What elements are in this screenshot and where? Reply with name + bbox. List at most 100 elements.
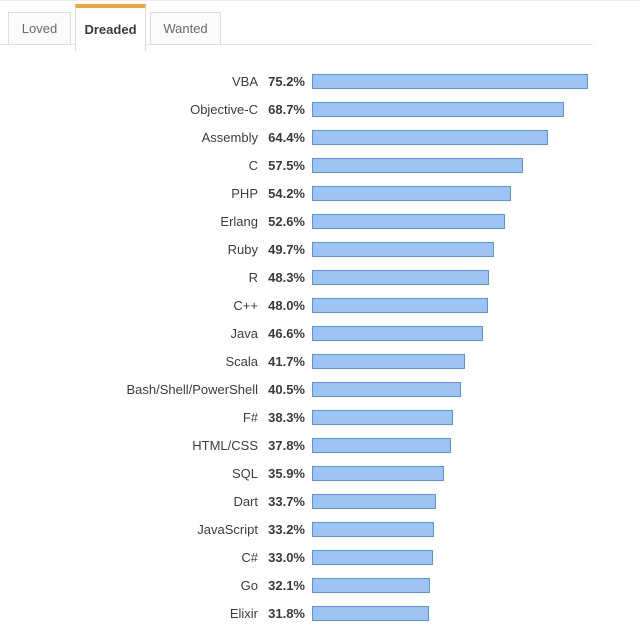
bar	[312, 157, 524, 173]
bar-track	[312, 297, 489, 313]
bar-label: C++	[233, 297, 258, 313]
dreaded-languages-bar-chart: VBA 75.2% Objective-C 68.7% Assembly 64.4% C 57…	[0, 67, 640, 627]
bar-track	[312, 465, 444, 481]
bar	[312, 129, 549, 145]
bar-value: 33.0%	[268, 549, 305, 565]
chart-row: Java 46.6%	[0, 319, 640, 347]
bar	[312, 409, 453, 425]
bar-label: Scala	[225, 353, 258, 369]
bar	[312, 269, 490, 285]
bar-label: HTML/CSS	[192, 437, 258, 453]
chart-row: C++ 48.0%	[0, 291, 640, 319]
chart-row: Assembly 64.4%	[0, 123, 640, 151]
bar-value: 33.2%	[268, 521, 305, 537]
bar-track	[312, 521, 434, 537]
chart-row: R 48.3%	[0, 263, 640, 291]
bar-value: 35.9%	[268, 465, 305, 481]
bar-label: R	[248, 269, 258, 285]
bar-track	[312, 493, 436, 509]
bar-track	[312, 269, 490, 285]
bar-label: F#	[242, 409, 258, 425]
chart-row: Erlang 52.6%	[0, 207, 640, 235]
tab-bar: Loved Dreaded Wanted	[0, 1, 593, 51]
bar-label: C#	[241, 549, 258, 565]
bar-value: 57.5%	[268, 157, 305, 173]
bar-value: 52.6%	[268, 213, 305, 229]
bar	[312, 241, 495, 257]
bar-track	[312, 353, 466, 369]
chart-row: VBA 75.2%	[0, 67, 640, 95]
bar-value: 38.3%	[268, 409, 305, 425]
bar-label: PHP	[231, 185, 258, 201]
chart-row: Go 32.1%	[0, 571, 640, 599]
bar-value: 48.3%	[268, 269, 305, 285]
bar-track	[312, 409, 453, 425]
bar	[312, 353, 466, 369]
bar-label: Elixir	[229, 605, 258, 621]
bar	[312, 605, 429, 621]
bar	[312, 437, 451, 453]
bar-track	[312, 213, 506, 229]
bar-track	[312, 437, 451, 453]
chart-row: Scala 41.7%	[0, 347, 640, 375]
bar-label: Objective-C	[190, 101, 258, 117]
bar	[312, 325, 484, 341]
bar-label: C	[248, 157, 258, 173]
bar-track	[312, 577, 430, 593]
chart-row: Bash/Shell/PowerShell 40.5%	[0, 375, 640, 403]
bar	[312, 577, 430, 593]
chart-row: C# 33.0%	[0, 543, 640, 571]
bar-label: JavaScript	[197, 521, 258, 537]
bar-label: Go	[240, 577, 258, 593]
bar	[312, 493, 436, 509]
bar-label: Assembly	[201, 129, 258, 145]
bar-value: 41.7%	[268, 353, 305, 369]
bar-value: 48.0%	[268, 297, 305, 313]
bar-value: 75.2%	[268, 73, 305, 89]
tab-loved[interactable]: Loved	[8, 12, 71, 45]
bar-track	[312, 549, 434, 565]
chart-row: PHP 54.2%	[0, 179, 640, 207]
bar-value: 49.7%	[268, 241, 305, 257]
bar	[312, 381, 461, 397]
bar-label: VBA	[231, 73, 258, 89]
chart-row: Ruby 49.7%	[0, 235, 640, 263]
bar	[312, 297, 489, 313]
bar-value: 37.8%	[268, 437, 305, 453]
bar	[312, 465, 444, 481]
tab-bar-divider	[0, 44, 593, 45]
bar-value: 31.8%	[268, 605, 305, 621]
bar	[312, 549, 434, 565]
bar-track	[312, 157, 524, 173]
chart-row: SQL 35.9%	[0, 459, 640, 487]
bar-label: Ruby	[227, 241, 258, 257]
bar-track	[312, 129, 549, 145]
bar-track	[312, 73, 588, 89]
bar-label: Erlang	[220, 213, 258, 229]
chart-row: JavaScript 33.2%	[0, 515, 640, 543]
bar	[312, 101, 565, 117]
bar-track	[312, 381, 461, 397]
bar-track	[312, 185, 511, 201]
bar	[312, 213, 506, 229]
chart-row: F# 38.3%	[0, 403, 640, 431]
chart-row: HTML/CSS 37.8%	[0, 431, 640, 459]
bar-label: Dart	[233, 493, 258, 509]
bar-track	[312, 241, 495, 257]
bar-track	[312, 101, 565, 117]
bar	[312, 73, 588, 89]
chart-row: Objective-C 68.7%	[0, 95, 640, 123]
bar-track	[312, 605, 429, 621]
tab-dreaded[interactable]: Dreaded	[75, 4, 146, 51]
bar-value: 33.7%	[268, 493, 305, 509]
tab-wanted[interactable]: Wanted	[150, 12, 221, 45]
bar-value: 68.7%	[268, 101, 305, 117]
chart-row: Elixir 31.8%	[0, 599, 640, 627]
chart-row: Dart 33.7%	[0, 487, 640, 515]
chart-row: C 57.5%	[0, 151, 640, 179]
bar-value: 54.2%	[268, 185, 305, 201]
bar	[312, 185, 511, 201]
bar-value: 32.1%	[268, 577, 305, 593]
bar-value: 40.5%	[268, 381, 305, 397]
